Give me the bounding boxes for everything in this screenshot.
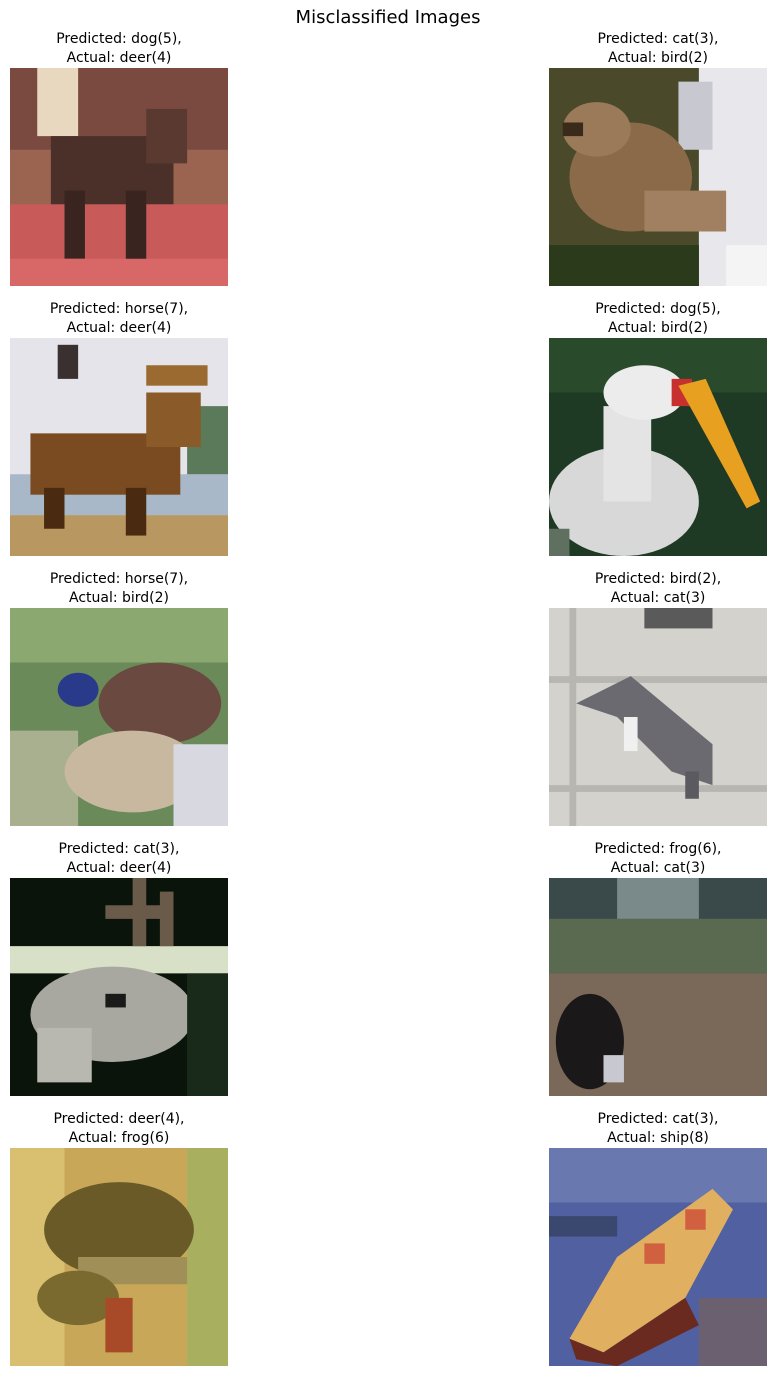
image-caption: Predicted: horse(7), Actual: bird(2)	[0, 570, 268, 608]
predicted-label: Predicted: cat(3),	[597, 1111, 719, 1127]
image-caption: Predicted: frog(6), Actual: cat(3)	[509, 840, 776, 878]
actual-label: Actual: frog(6)	[68, 1130, 170, 1146]
actual-label: Actual: bird(2)	[68, 590, 170, 606]
actual-label: Actual: cat(3)	[610, 860, 706, 876]
thumbnail-cat	[549, 608, 767, 826]
actual-label: Actual: bird(2)	[607, 50, 709, 66]
thumbnail-moose	[10, 338, 228, 556]
image-caption: Predicted: dog(5), Actual: deer(4)	[0, 30, 268, 68]
actual-label: Actual: ship(8)	[607, 1130, 709, 1146]
image-caption: Predicted: horse(7), Actual: deer(4)	[0, 300, 268, 338]
thumbnail-bird	[549, 68, 767, 286]
predicted-label: Predicted: horse(7),	[49, 571, 189, 587]
predicted-label: Predicted: dog(5),	[56, 31, 182, 47]
predicted-label: Predicted: frog(6),	[594, 841, 722, 857]
predicted-label: Predicted: dog(5),	[595, 301, 721, 317]
thumbnail-bird	[10, 608, 228, 826]
thumbnail-stork	[549, 338, 767, 556]
predicted-label: Predicted: cat(3),	[58, 841, 180, 857]
image-caption: Predicted: deer(4), Actual: frog(6)	[0, 1110, 268, 1148]
actual-label: Actual: bird(2)	[607, 320, 709, 336]
image-caption: Predicted: cat(3), Actual: ship(8)	[509, 1110, 776, 1148]
image-caption: Predicted: cat(3), Actual: bird(2)	[509, 30, 776, 68]
predicted-label: Predicted: bird(2),	[594, 571, 722, 587]
image-caption: Predicted: bird(2), Actual: cat(3)	[509, 570, 776, 608]
thumbnail-boat	[549, 1148, 767, 1366]
figure-title: Misclassified Images	[295, 7, 481, 28]
predicted-label: Predicted: cat(3),	[597, 31, 719, 47]
predicted-label: Predicted: deer(4),	[53, 1111, 185, 1127]
thumbnail-cat	[549, 878, 767, 1096]
thumbnail-frog	[10, 1148, 228, 1366]
actual-label: Actual: deer(4)	[66, 860, 172, 876]
actual-label: Actual: cat(3)	[610, 590, 706, 606]
predicted-label: Predicted: horse(7),	[49, 301, 189, 317]
actual-label: Actual: deer(4)	[66, 320, 172, 336]
image-caption: Predicted: cat(3), Actual: deer(4)	[0, 840, 268, 878]
image-caption: Predicted: dog(5), Actual: bird(2)	[509, 300, 776, 338]
thumbnail-deer	[10, 878, 228, 1096]
thumbnail-deer	[10, 68, 228, 286]
actual-label: Actual: deer(4)	[66, 50, 172, 66]
